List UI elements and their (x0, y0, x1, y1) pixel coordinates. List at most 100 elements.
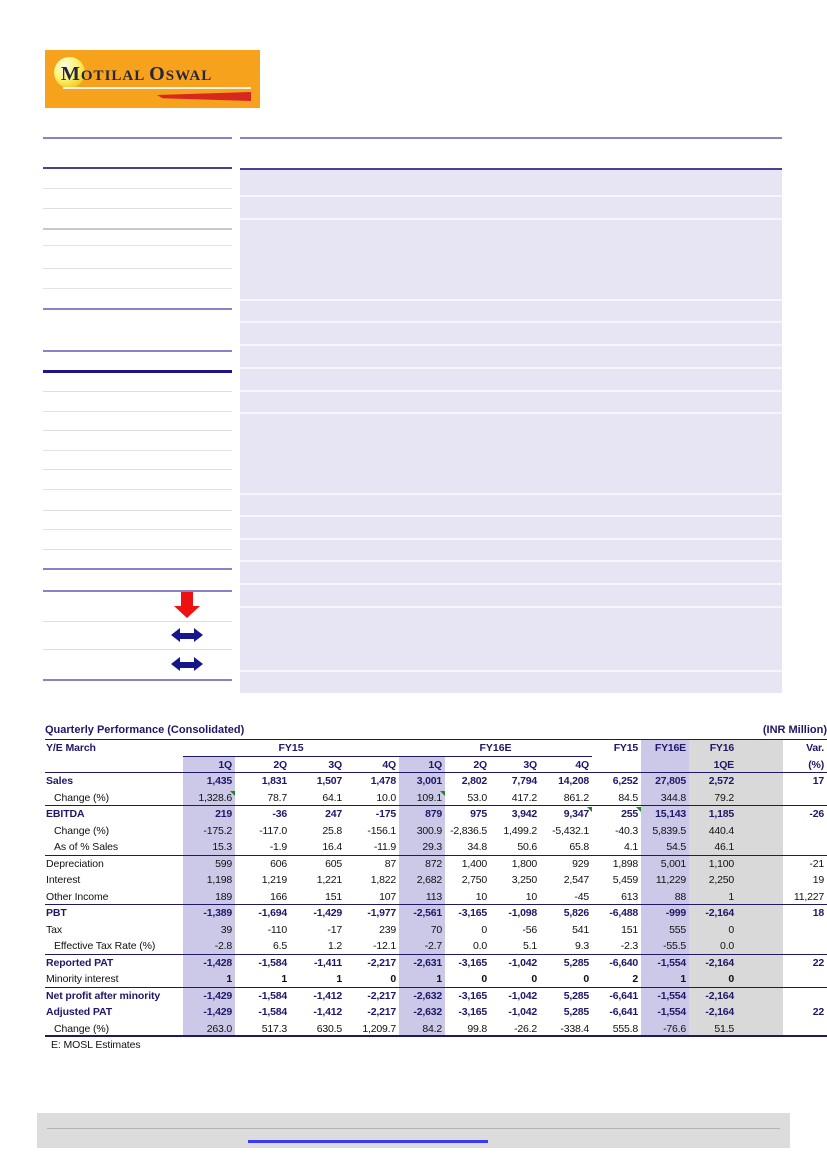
table-row: Sales 1,435 1,831 1,507 1,478 3,001 2,802 7,794… (45, 773, 827, 790)
annual-header-fy16e: FY16E (641, 740, 689, 757)
cell-value: 5.1 (523, 940, 537, 952)
row-label: Change (%) (54, 1022, 110, 1035)
cell-value: 872 (399, 855, 445, 872)
cell-value: 1 (281, 973, 287, 985)
row-label: Sales (46, 775, 73, 787)
logo-underline (63, 87, 251, 89)
row-label: Interest (46, 874, 81, 886)
table-row: Effective Tax Rate (%) -2.8 6.5 1.2 -12.1 -2.… (45, 938, 827, 955)
cell-value: -117.0 (259, 824, 287, 837)
cell-value: 555.8 (612, 1022, 638, 1035)
cell-value: -175.2 (183, 822, 235, 839)
cell-value: 22 (812, 956, 824, 969)
estimates-footnote: E: MOSL Estimates (51, 1039, 141, 1051)
cell-value: -5,432.1 (552, 824, 589, 837)
ye-march-header: Y/E March (46, 742, 96, 754)
table-title: Quarterly Performance (Consolidated) (45, 724, 245, 736)
cell-value: 1 (689, 888, 737, 904)
cell-value: 541 (572, 923, 589, 936)
cell-value: -156.1 (367, 824, 396, 837)
cell-value: -1.9 (269, 841, 287, 853)
cell-value: 606 (270, 857, 287, 870)
cell-value: 263.0 (183, 1020, 235, 1035)
cell-value: 109.1 (399, 789, 445, 805)
row-label: Change (%) (54, 824, 110, 837)
cell-value: 107 (379, 890, 396, 903)
cell-value: 14,208 (558, 775, 589, 787)
cell-value: 239 (379, 923, 396, 936)
row-label: Net profit after minority (46, 989, 161, 1002)
cell-value: -338.4 (560, 1022, 589, 1035)
table-header: Y/E March FY15 FY16E FY15 FY16E FY16 Var. 1Q 2Q 3… (45, 740, 827, 773)
cell-value: 11,229 (641, 872, 689, 889)
cell-value (783, 938, 827, 954)
cell-value: 344.8 (641, 789, 689, 805)
cell-value (783, 922, 827, 939)
quarter-header: 1QE (689, 756, 737, 772)
cell-value: 9.3 (575, 940, 589, 952)
cell-value: 517.3 (261, 1022, 287, 1035)
cell-value: 1 (399, 971, 445, 987)
cell-value: 3,942 (511, 808, 537, 820)
row-spacer (737, 822, 783, 839)
cell-value: 630.5 (316, 1022, 342, 1035)
cell-value: 605 (325, 857, 342, 870)
table-row: Minority interest 1 1 1 0 1 0 0 0 2 1 0 (45, 971, 827, 988)
cell-value: 27,805 (641, 773, 689, 790)
cell-value: -2,217 (367, 1006, 396, 1018)
row-spacer (737, 806, 783, 823)
row-label: As of % Sales (54, 841, 119, 853)
row-spacer (737, 987, 783, 1004)
cell-value: -6,640 (609, 956, 638, 969)
cell-value: 6,252 (612, 775, 638, 787)
row-label: Depreciation (46, 857, 104, 870)
cell-value: 39 (183, 921, 235, 938)
cell-value: 6.5 (273, 940, 287, 952)
cell-value: 1,800 (511, 857, 537, 870)
cell-value: 1 (183, 971, 235, 987)
cell-value: -1,411 (314, 956, 342, 969)
cell-value: 4.1 (624, 841, 638, 853)
cell-value: -6,641 (609, 989, 638, 1002)
footer-link-underline[interactable] (248, 1140, 488, 1143)
header-spacer (737, 756, 783, 772)
table-row: Change (%) -175.2 -117.0 25.8 -156.1 300.9 -2,… (45, 822, 827, 840)
blue-left-right-arrow-icon (171, 628, 203, 643)
cell-value: 5,001 (641, 855, 689, 872)
cell-value: 17 (812, 775, 824, 787)
cell-value: -1,429 (183, 987, 235, 1004)
cell-value: 5,285 (563, 1006, 589, 1018)
cell-value: -1,694 (258, 907, 287, 919)
cell-value: 15,143 (641, 806, 689, 823)
table-title-row: Quarterly Performance (Consolidated) (IN… (45, 722, 827, 740)
cell-value (783, 1021, 827, 1036)
cell-value: 10 (525, 890, 537, 903)
row-label: Change (%) (54, 791, 110, 804)
cell-value: 1 (336, 973, 342, 985)
cell-value: 5,285 (563, 989, 589, 1002)
cell-value: 0 (390, 973, 396, 985)
cell-value: 50.6 (517, 841, 537, 853)
logo-brand-text: MOTILAL OSWAL (61, 63, 213, 85)
cell-value: -1,412 (313, 1006, 342, 1018)
cell-value: 879 (399, 806, 445, 823)
table-row: Depreciation 599 606 605 87 872 1,400 1,800 929 1… (45, 855, 827, 872)
row-label: Other Income (46, 890, 109, 903)
cell-value (783, 823, 827, 840)
cell-value: -6,488 (609, 907, 638, 919)
quarter-header: 4Q (575, 758, 589, 771)
cell-value: 3,001 (399, 773, 445, 790)
logo-sun-icon (54, 57, 85, 88)
cell-value: -2,561 (399, 905, 445, 922)
cell-value: 255 (592, 806, 641, 823)
cell-value: -2,217 (367, 989, 396, 1002)
cell-value: -2,632 (399, 987, 445, 1004)
cell-value (783, 790, 827, 806)
cell-value: -56 (522, 923, 537, 936)
cell-value: -6,641 (609, 1006, 638, 1018)
cell-value: 10.0 (376, 791, 396, 804)
cell-value: 2,250 (689, 872, 737, 889)
row-spacer (737, 839, 783, 855)
cell-value: 1,822 (370, 874, 396, 886)
quarter-header: 4Q (382, 758, 396, 771)
